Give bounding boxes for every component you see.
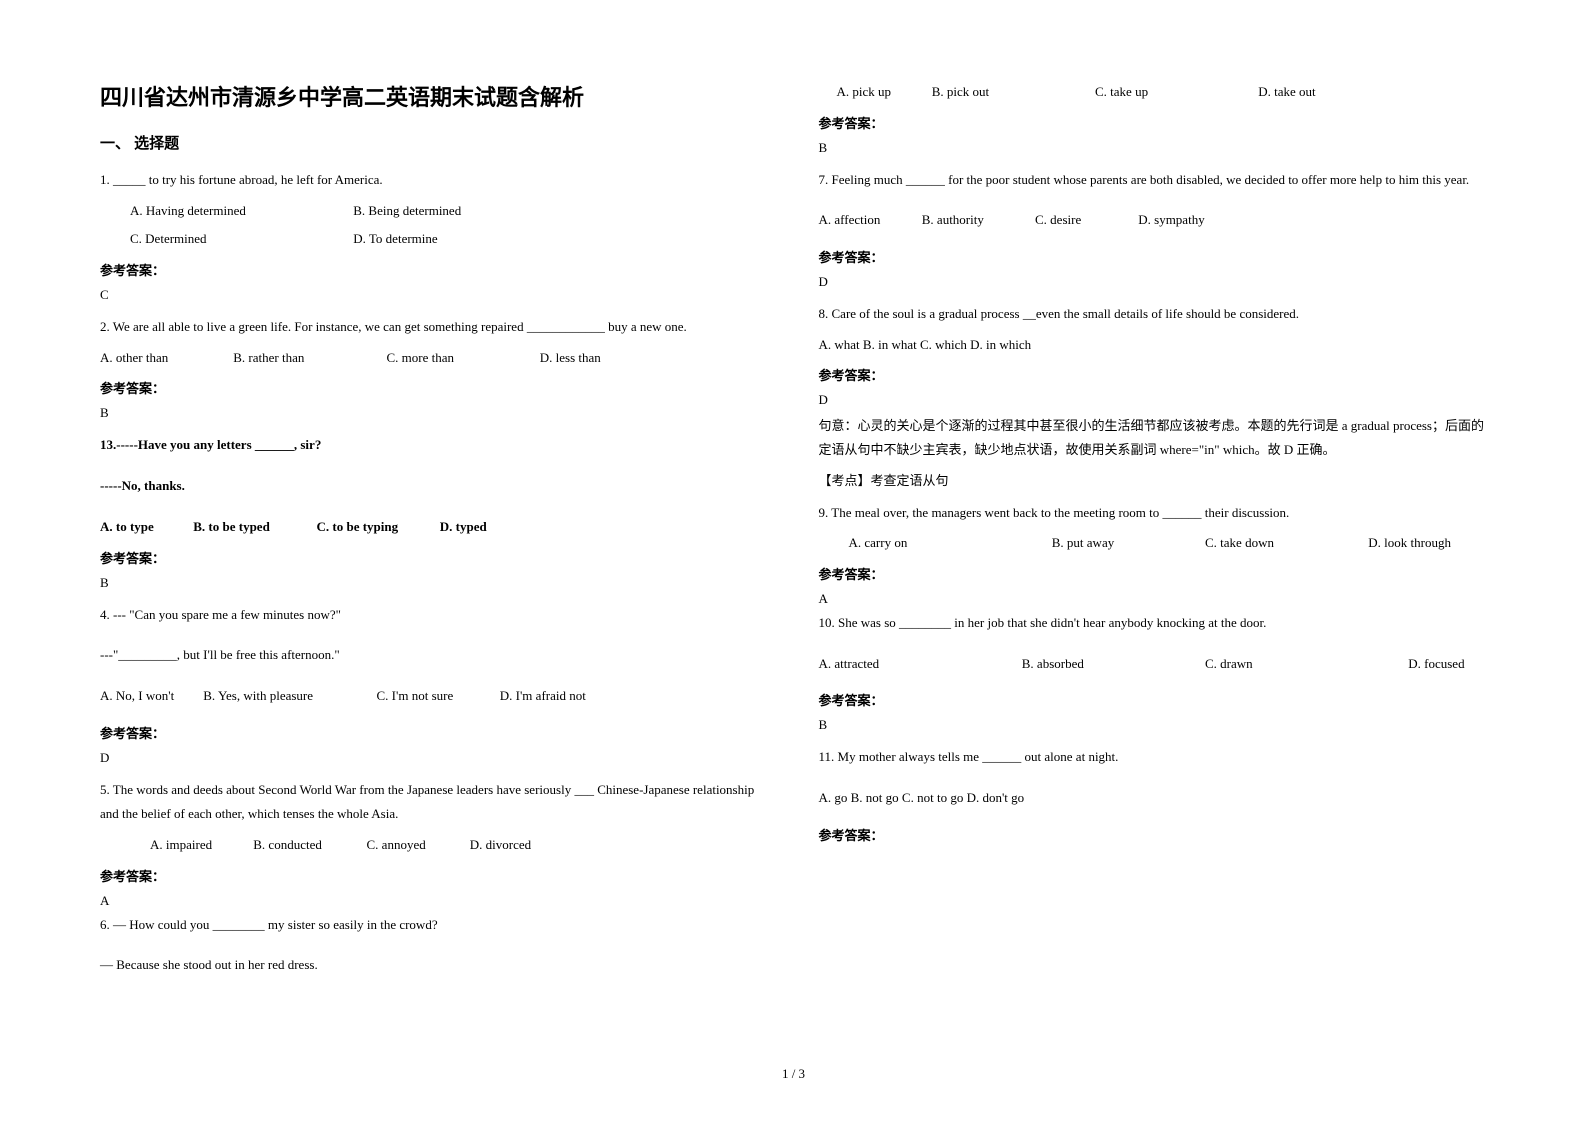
q1-opt-a: A. Having determined bbox=[130, 199, 350, 224]
q9-opts: A. carry on B. put away C. take down D. … bbox=[819, 531, 1488, 556]
q2-ans: B bbox=[100, 405, 769, 421]
q3-ans-label: 参考答案： bbox=[100, 548, 769, 567]
right-column: A. pick up B. pick out C. take up D. tak… bbox=[819, 80, 1488, 1040]
q10-opt-c: C. drawn bbox=[1205, 652, 1405, 677]
q2-opt-c: C. more than bbox=[387, 346, 537, 371]
q11-opts: A. go B. not go C. not to go D. don't go bbox=[819, 786, 1488, 811]
q10-opt-a: A. attracted bbox=[819, 652, 1019, 677]
q2-ans-label: 参考答案： bbox=[100, 378, 769, 397]
q4-opt-d: D. I'm afraid not bbox=[500, 684, 586, 709]
q5-opt-b: B. conducted bbox=[253, 833, 363, 858]
q8-stem: 8. Care of the soul is a gradual process… bbox=[819, 302, 1488, 327]
q8-opts: A. what B. in what C. which D. in which bbox=[819, 333, 1488, 358]
q6-opt-c: C. take up bbox=[1095, 80, 1255, 105]
q7-opt-c: C. desire bbox=[1035, 208, 1135, 233]
q1-opt-d: D. To determine bbox=[353, 227, 437, 252]
q4-ans: D bbox=[100, 750, 769, 766]
q2-opts: A. other than B. rather than C. more tha… bbox=[100, 346, 769, 371]
q7-opts: A. affection B. authority C. desire D. s… bbox=[819, 208, 1488, 233]
q5-opt-d: D. divorced bbox=[470, 833, 531, 858]
q9-opt-a: A. carry on bbox=[849, 531, 1049, 556]
q6-ans-label: 参考答案： bbox=[819, 113, 1488, 132]
document-title: 四川省达州市清源乡中学高二英语期末试题含解析 bbox=[100, 80, 769, 112]
q6-ans: B bbox=[819, 140, 1488, 156]
q3-opt-a: A. to type bbox=[100, 515, 190, 540]
q1-ans-label: 参考答案： bbox=[100, 260, 769, 279]
q4-opts: A. No, I won't B. Yes, with pleasure C. … bbox=[100, 684, 769, 709]
q8-ans: D bbox=[819, 392, 1488, 408]
q6-opt-a: A. pick up bbox=[819, 80, 929, 105]
q7-opt-a: A. affection bbox=[819, 208, 919, 233]
q7-ans-label: 参考答案： bbox=[819, 247, 1488, 266]
q4-stem1: 4. --- "Can you spare me a few minutes n… bbox=[100, 603, 769, 628]
q5-opt-a: A. impaired bbox=[150, 833, 250, 858]
q4-opt-c: C. I'm not sure bbox=[377, 684, 497, 709]
q5-opt-c: C. annoyed bbox=[367, 833, 467, 858]
page-number: 1 / 3 bbox=[0, 1066, 1587, 1082]
q2-opt-b: B. rather than bbox=[233, 346, 383, 371]
q3-ans: B bbox=[100, 575, 769, 591]
q4-ans-label: 参考答案： bbox=[100, 723, 769, 742]
q1-opt-b: B. Being determined bbox=[353, 199, 461, 224]
q5-ans: A bbox=[100, 893, 769, 909]
q3-opt-b: B. to be typed bbox=[193, 515, 313, 540]
q1-stem: 1. _____ to try his fortune abroad, he l… bbox=[100, 168, 769, 193]
q10-opt-d: D. focused bbox=[1408, 652, 1464, 677]
q8-topic: 【考点】考查定语从句 bbox=[819, 469, 1488, 492]
q7-opt-d: D. sympathy bbox=[1138, 208, 1204, 233]
q8-ans-label: 参考答案： bbox=[819, 365, 1488, 384]
q2-opt-a: A. other than bbox=[100, 346, 230, 371]
q5-ans-label: 参考答案： bbox=[100, 866, 769, 885]
q9-ans-label: 参考答案： bbox=[819, 564, 1488, 583]
q10-stem: 10. She was so ________ in her job that … bbox=[819, 611, 1488, 636]
q4-opt-a: A. No, I won't bbox=[100, 684, 200, 709]
q3-opt-d: D. typed bbox=[440, 515, 487, 540]
q7-stem: 7. Feeling much ______ for the poor stud… bbox=[819, 168, 1488, 193]
q9-stem: 9. The meal over, the managers went back… bbox=[819, 501, 1488, 526]
q1-opts-row1: A. Having determined B. Being determined bbox=[100, 199, 769, 224]
q1-opts-row2: C. Determined D. To determine bbox=[100, 227, 769, 252]
q11-ans-label: 参考答案： bbox=[819, 825, 1488, 844]
left-column: 四川省达州市清源乡中学高二英语期末试题含解析 一、 选择题 1. _____ t… bbox=[100, 80, 769, 1040]
q10-opt-b: B. absorbed bbox=[1022, 652, 1202, 677]
q9-opt-b: B. put away bbox=[1052, 531, 1202, 556]
two-column-layout: 四川省达州市清源乡中学高二英语期末试题含解析 一、 选择题 1. _____ t… bbox=[100, 80, 1487, 1040]
q4-stem2: ---"_________, but I'll be free this aft… bbox=[100, 643, 769, 668]
q3-stem2: -----No, thanks. bbox=[100, 474, 769, 499]
q5-opts: A. impaired B. conducted C. annoyed D. d… bbox=[100, 833, 769, 858]
q2-stem: 2. We are all able to live a green life.… bbox=[100, 315, 769, 340]
q9-ans: A bbox=[819, 591, 1488, 607]
q1-ans: C bbox=[100, 287, 769, 303]
q11-stem: 11. My mother always tells me ______ out… bbox=[819, 745, 1488, 770]
q1-opt-c: C. Determined bbox=[130, 227, 350, 252]
q10-opts: A. attracted B. absorbed C. drawn D. foc… bbox=[819, 652, 1488, 677]
q10-ans-label: 参考答案： bbox=[819, 690, 1488, 709]
q7-opt-b: B. authority bbox=[922, 208, 1032, 233]
q6-opt-b: B. pick out bbox=[932, 80, 1092, 105]
q9-opt-d: D. look through bbox=[1368, 531, 1451, 556]
q7-ans: D bbox=[819, 274, 1488, 290]
q3-stem1: 13.-----Have you any letters ______, sir… bbox=[100, 433, 769, 458]
q9-opt-c: C. take down bbox=[1205, 531, 1365, 556]
q3-opt-c: C. to be typing bbox=[317, 515, 437, 540]
q8-explanation: 句意：心灵的关心是个逐渐的过程其中甚至很小的生活细节都应该被考虑。本题的先行词是… bbox=[819, 414, 1488, 461]
q10-ans: B bbox=[819, 717, 1488, 733]
q6-opts: A. pick up B. pick out C. take up D. tak… bbox=[819, 80, 1488, 105]
q3-opts: A. to type B. to be typed C. to be typin… bbox=[100, 515, 769, 540]
q6-opt-d: D. take out bbox=[1258, 80, 1315, 105]
section-heading: 一、 选择题 bbox=[100, 132, 769, 153]
q6-stem2: — Because she stood out in her red dress… bbox=[100, 953, 769, 978]
q4-opt-b: B. Yes, with pleasure bbox=[203, 684, 373, 709]
q5-stem: 5. The words and deeds about Second Worl… bbox=[100, 778, 769, 827]
q6-stem1: 6. — How could you ________ my sister so… bbox=[100, 913, 769, 938]
q2-opt-d: D. less than bbox=[540, 346, 601, 371]
